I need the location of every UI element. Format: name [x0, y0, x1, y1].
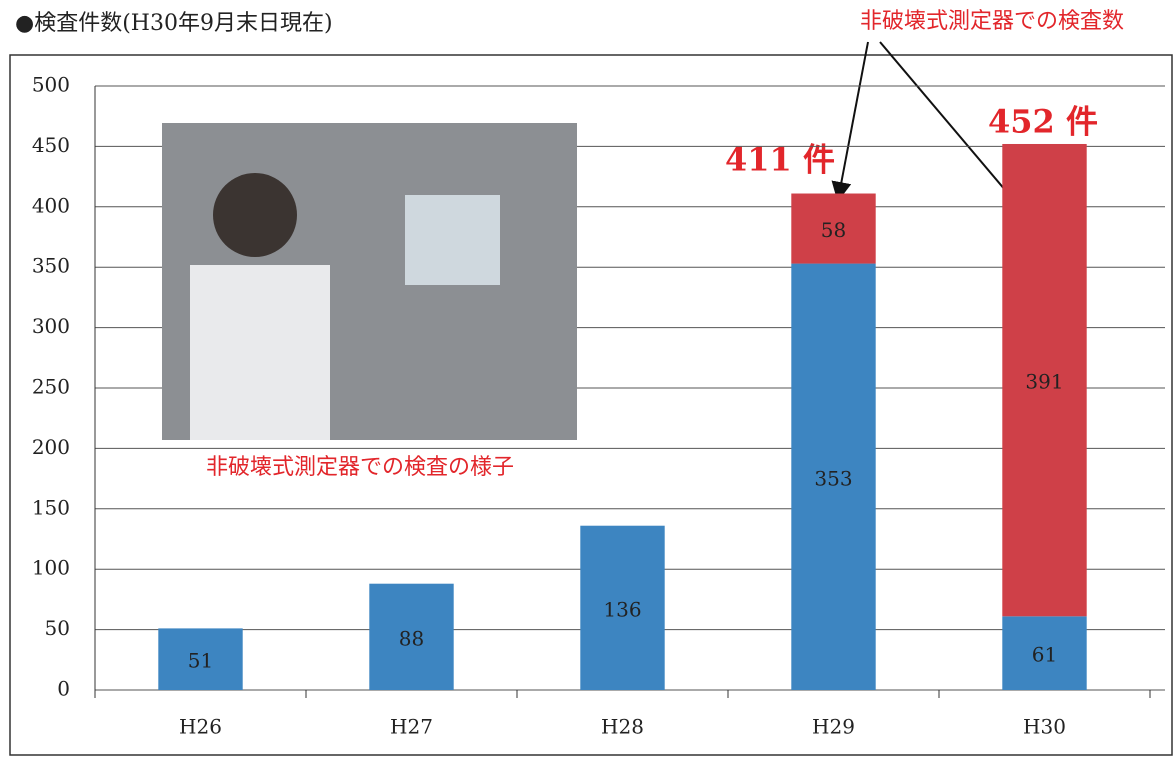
y-tick-label: 100: [32, 556, 70, 580]
y-tick-label: 50: [45, 616, 70, 640]
y-tick-label: 350: [32, 254, 70, 278]
data-label: 88: [399, 626, 424, 650]
y-tick-label: 300: [32, 314, 70, 338]
y-tick-label: 200: [32, 435, 70, 459]
bar-segment: [791, 193, 876, 264]
data-label: 61: [1032, 643, 1057, 667]
bar-segment: [369, 583, 454, 690]
bar-segment: [791, 263, 876, 690]
y-tick-label: 150: [32, 495, 70, 519]
bar-segment: [1002, 616, 1087, 690]
bar-segment: [1002, 143, 1087, 617]
x-tick-label: H28: [601, 715, 644, 739]
y-tick-label: 450: [32, 133, 70, 157]
photo-screen: [405, 195, 500, 285]
data-label: 51: [188, 649, 213, 673]
frame: [9, 54, 1173, 756]
arrow: [879, 41, 1024, 212]
x-tick-label: H27: [390, 715, 433, 739]
data-label: 136: [603, 597, 641, 621]
chart-title: ●検査件数(H30年9月末日現在): [15, 11, 333, 36]
x-tick-label: H29: [812, 715, 855, 739]
x-tick-label: H30: [1023, 715, 1066, 739]
annotation: 非破壊式測定器での検査数: [860, 9, 1124, 34]
y-tick-label: 500: [32, 73, 70, 97]
y-tick-label: 400: [32, 193, 70, 217]
arrow: [831, 41, 869, 202]
photo-person: [190, 265, 330, 440]
total-label: 452 件: [988, 103, 1098, 141]
data-label: 391: [1025, 370, 1063, 394]
photo-person: [213, 173, 297, 257]
data-label: 58: [821, 218, 846, 242]
photo-caption: 非破壊式測定器での検査の様子: [206, 455, 514, 480]
bar-segment: [158, 628, 243, 690]
y-tick-label: 0: [57, 677, 70, 701]
x-tick-label: H26: [179, 715, 222, 739]
bar-segment: [580, 525, 665, 690]
y-tick-label: 250: [32, 375, 70, 399]
data-label: 353: [814, 466, 852, 490]
